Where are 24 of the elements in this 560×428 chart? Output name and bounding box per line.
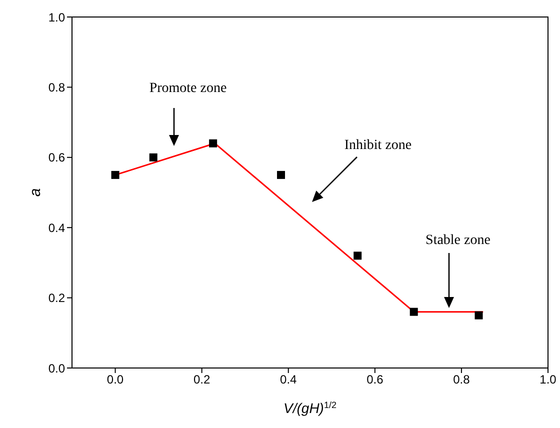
x-tick-label: 0.4: [280, 372, 298, 387]
point: [111, 170, 120, 179]
point: [277, 170, 286, 179]
x-tick-label: 0.8: [453, 372, 470, 387]
point: [209, 139, 218, 148]
point: [474, 311, 483, 320]
annotation: Stable zone: [426, 233, 490, 248]
y-tick-label: 0.6: [48, 150, 66, 165]
y-tick-label: 1.0: [48, 10, 66, 24]
annotation: Promote zone: [149, 81, 227, 96]
x-tick-label: 0.2: [193, 372, 210, 387]
x-tick-label: 0.6: [366, 372, 384, 387]
x-tick-label: 1.0: [540, 372, 557, 387]
y-tick-label: 0.8: [48, 80, 66, 94]
annotation: Inhibit zone: [344, 138, 412, 153]
x-axis-title: V/(gH)$^{1/2}$: [284, 400, 336, 416]
y-axis-title: a: [27, 188, 44, 197]
point: [354, 252, 362, 260]
y-tick-label: 0.4: [48, 220, 66, 235]
point: [410, 308, 418, 316]
x-tick-label: 0.0: [106, 372, 124, 387]
y-tick-label: 0.0: [48, 361, 66, 376]
point: [149, 153, 158, 162]
y-tick-label: 0.2: [48, 291, 66, 306]
